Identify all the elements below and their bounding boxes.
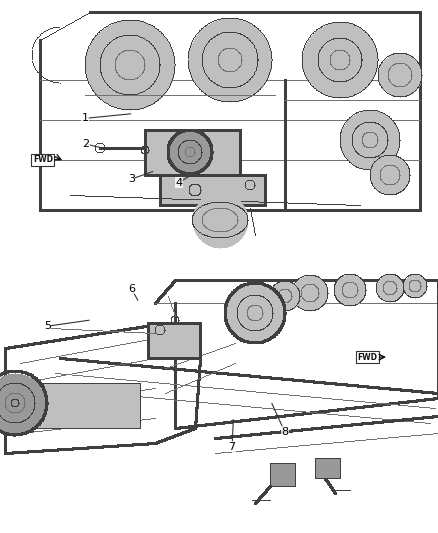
Text: 7: 7: [229, 442, 236, 451]
Text: 5: 5: [44, 321, 51, 331]
Text: 8: 8: [281, 427, 288, 437]
Text: 4: 4: [175, 178, 182, 188]
Text: 1: 1: [82, 114, 89, 123]
Text: FWD: FWD: [357, 353, 377, 361]
Text: 3: 3: [128, 174, 135, 184]
Text: 6: 6: [128, 284, 135, 294]
Text: FWD: FWD: [33, 156, 53, 164]
Text: 2: 2: [82, 139, 89, 149]
